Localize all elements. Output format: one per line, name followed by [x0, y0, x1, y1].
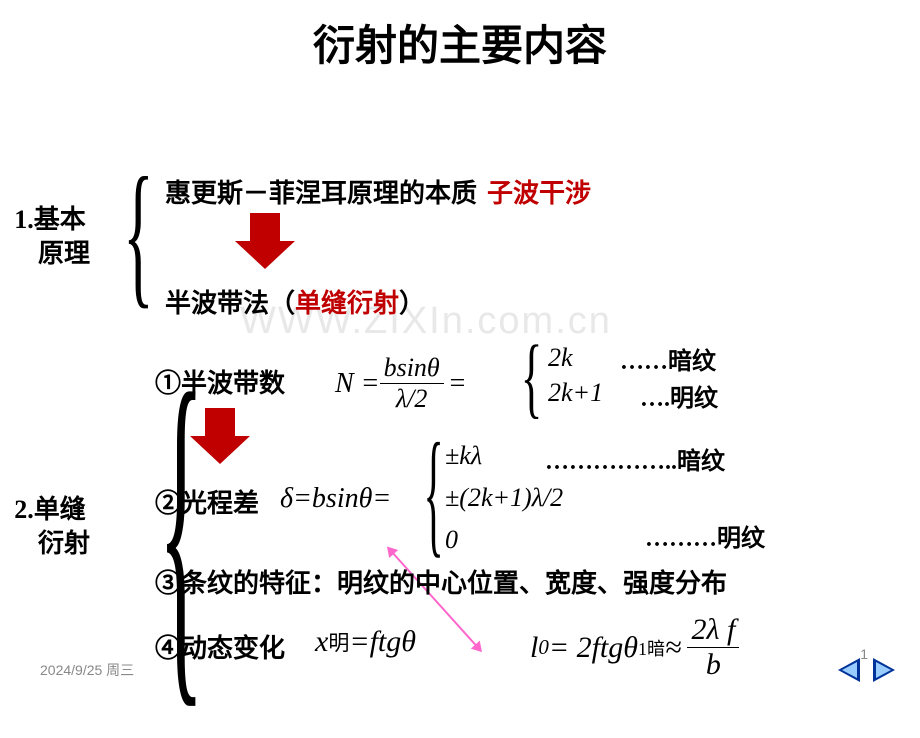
- eq1: N = bsinθ λ/2 =: [335, 353, 471, 414]
- eq2-bright: ………明纹: [645, 518, 765, 553]
- s2-sub4: ④动态变化: [155, 628, 285, 665]
- eq1-case-a: 2k: [548, 343, 573, 373]
- eq2-c: 0: [445, 525, 458, 555]
- s2-l2: 衍射: [10, 527, 90, 561]
- arrow-down-1: [235, 213, 295, 268]
- nav-prev-button[interactable]: [838, 658, 860, 682]
- s1-item1-black: 惠更斯－菲涅耳原理的本质: [165, 173, 477, 210]
- arrow-down-2: [190, 408, 250, 463]
- s2-sub2: ②光程差: [155, 483, 259, 520]
- eq2-b: ±(2k+1)λ/2: [445, 483, 563, 513]
- eq2-lhs: δ = bsinθ =: [280, 483, 391, 515]
- s1-item2-a: 半波带法（: [165, 283, 295, 320]
- slide-title: 衍射的主要内容: [0, 0, 920, 73]
- brace-eq2: {: [424, 423, 444, 563]
- eq1-case-b: 2k+1: [548, 378, 603, 408]
- s1-item1-red: 子波干涉: [487, 173, 591, 210]
- s1-l1: 1.基本: [14, 203, 86, 237]
- s1-item2-c: ）: [399, 283, 425, 320]
- eq2-dark: ……………..暗纹: [545, 441, 725, 476]
- eq3: x明 = ftgθ: [315, 625, 416, 659]
- section2-label: 2.单缝 衍射: [10, 493, 90, 561]
- page-number: 1: [860, 646, 868, 662]
- s1-l2: 原理: [10, 237, 90, 271]
- s2-sub3: ③条纹的特征：明纹的中心位置、宽度、强度分布: [155, 563, 727, 600]
- s1-item1: 惠更斯－菲涅耳原理的本质 子波干涉: [165, 173, 591, 210]
- brace-eq1: {: [521, 333, 543, 423]
- eq1-bright: ….明纹: [640, 378, 718, 413]
- s1-item2-b: 单缝衍射: [295, 283, 399, 320]
- s2-l1: 2.单缝: [14, 493, 86, 527]
- brace-1: {: [123, 153, 154, 313]
- eq4: l0 = 2 ftgθ1暗 ≈ 2λ f b: [530, 613, 739, 682]
- eq2-a: ±kλ: [445, 441, 482, 471]
- section1-label: 1.基本 原理: [10, 203, 90, 271]
- s2-sub1: ①半波带数: [155, 363, 285, 400]
- eq1-dark: ……暗纹: [620, 341, 716, 376]
- nav-next-button[interactable]: [873, 658, 895, 682]
- s1-item2: 半波带法（单缝衍射）: [165, 283, 425, 320]
- footer-date: 2024/9/25 周三: [40, 660, 134, 680]
